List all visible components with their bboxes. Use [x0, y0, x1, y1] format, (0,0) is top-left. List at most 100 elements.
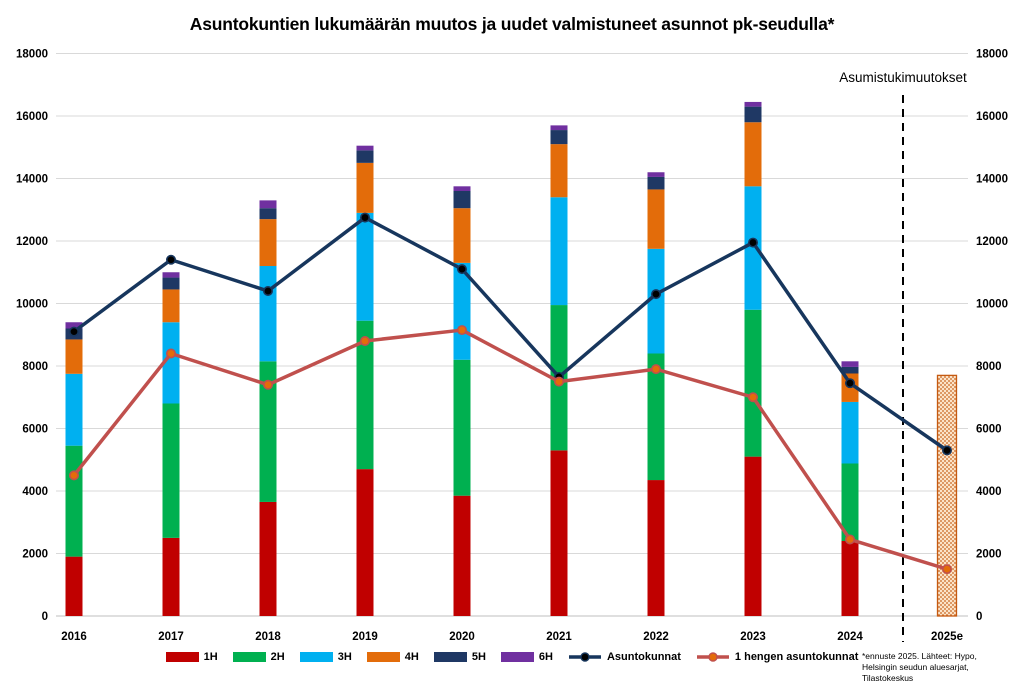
- bar-segment-2024-5H: [841, 366, 859, 374]
- bar-segment-2020-3H: [453, 262, 471, 360]
- marker-1-hengen-asuntokunnat-2017: [166, 348, 177, 359]
- legend-item-6h: 6H: [500, 651, 553, 663]
- bar-segment-2023-6H: [744, 101, 762, 107]
- bar-segment-2018-6H: [259, 200, 277, 209]
- line-asuntokunnat: [72, 215, 949, 453]
- bar-segment-2019-1H: [356, 469, 374, 616]
- bar-segment-2018-1H: [259, 501, 277, 616]
- annotation-asumistukimuutokset: Asumistukimuutokset: [839, 70, 967, 85]
- y-axis-label-left: 6000: [22, 424, 48, 436]
- bar-segment-2017-4H: [162, 289, 180, 323]
- footnote-line-2: Helsingin seudun aluesarjat, Tilastokesk…: [862, 662, 969, 682]
- bar-segment-2023-5H: [744, 106, 762, 123]
- marker-1-hengen-asuntokunnat-2025e: [941, 564, 952, 575]
- bar-segment-2020-4H: [453, 208, 471, 263]
- bar-segment-2023-2H: [744, 309, 762, 457]
- y-axis-label-right: 16000: [976, 111, 1008, 123]
- y-axis-label-right: 12000: [976, 236, 1008, 248]
- marker-1-hengen-asuntokunnat-2022: [650, 364, 661, 375]
- y-axis-label-right: 2000: [976, 549, 1002, 561]
- chart-title: Asuntokuntien lukumäärän muutos ja uudet…: [189, 14, 835, 34]
- marker-asuntokunnat-2018: [262, 285, 273, 296]
- x-axis-label-2017: 2017: [158, 631, 184, 643]
- x-axis-label-2025e: 2025e: [931, 631, 963, 643]
- x-axis-label-2021: 2021: [546, 631, 572, 643]
- line-1-hengen-asuntokunnat: [72, 328, 949, 571]
- bar-segment-2021-4H: [550, 144, 568, 198]
- legend-item-2h: 2H: [232, 651, 285, 663]
- bar-segment-2016-1H: [65, 556, 83, 616]
- bar-segment-2024-3H: [841, 401, 859, 464]
- x-axis-label-2024: 2024: [837, 631, 863, 643]
- marker-asuntokunnat-2016: [69, 326, 80, 337]
- bar-segment-2016-4H: [65, 339, 83, 374]
- footnote: *ennuste 2025. Lähteet: Hypo, Helsingin …: [862, 651, 1020, 682]
- legend-swatch-1h: [165, 652, 199, 662]
- bar-segment-2023-3H: [744, 186, 762, 310]
- bar-segment-2020-2H: [453, 359, 471, 496]
- bar-segment-2022-6H: [647, 172, 665, 177]
- bar-segment-2022-3H: [647, 248, 665, 354]
- y-axis-label-left: 4000: [22, 486, 48, 498]
- legend-label-asuntokunnat: Asuntokunnat: [606, 651, 681, 663]
- legend-item-asuntokunnat: Asuntokunnat: [568, 651, 681, 663]
- legend-label-4h: 4H: [404, 651, 419, 663]
- forecast-bar-2025e: [936, 374, 958, 617]
- bar-segment-2019-5H: [356, 150, 374, 163]
- bar-segment-2022-2H: [647, 353, 665, 481]
- chart-legend: 1H 2H 3H 4H 5H 6H Asuntokunnat 1 hengen asuntok…: [0, 651, 1024, 663]
- y-axis-label-right: 6000: [976, 424, 1002, 436]
- bar-segment-2020-5H: [453, 191, 471, 209]
- legend-item-4h: 4H: [366, 651, 419, 663]
- legend-swatch-6h: [500, 652, 534, 662]
- bar-segment-2020-1H: [453, 495, 471, 616]
- x-axis-label-2016: 2016: [61, 631, 87, 643]
- bar-segment-2018-5H: [259, 208, 277, 220]
- bar-segment-2017-6H: [162, 272, 180, 278]
- legend-item-5h: 5H: [433, 651, 486, 663]
- bar-segment-2017-1H: [162, 537, 180, 616]
- bar-segment-2017-2H: [162, 403, 180, 538]
- legend-label-6h: 6H: [538, 651, 553, 663]
- bar-segment-2022-4H: [647, 189, 665, 249]
- bar-segment-2018-3H: [259, 266, 277, 362]
- bar-segment-2021-1H: [550, 450, 568, 616]
- bar-segment-2024-6H: [841, 361, 859, 367]
- y-axis-label-right: 10000: [976, 299, 1008, 311]
- bar-segment-2018-2H: [259, 361, 277, 502]
- marker-1-hengen-asuntokunnat-2018: [262, 379, 273, 390]
- legend-label-1h: 1H: [203, 651, 218, 663]
- bar-segment-2022-1H: [647, 480, 665, 616]
- bar-segment-2017-3H: [162, 322, 180, 404]
- y-axis-label-left: 18000: [16, 49, 48, 61]
- legend-line-sample-asuntokunnat: [568, 652, 601, 662]
- y-axis-label-left: 10000: [16, 299, 48, 311]
- x-axis-label-2018: 2018: [255, 631, 281, 643]
- bar-segment-2016-3H: [65, 373, 83, 446]
- legend-label-3h: 3H: [337, 651, 352, 663]
- bar-segment-2020-6H: [453, 186, 471, 191]
- marker-asuntokunnat-2017: [166, 254, 177, 265]
- legend-line-sample-1-hengen-asuntokunnat: [696, 652, 729, 662]
- bar-segment-2021-6H: [550, 125, 568, 131]
- x-axis-label-2019: 2019: [352, 631, 378, 643]
- legend-swatch-4h: [366, 652, 400, 662]
- bar-segment-2024-2H: [841, 463, 859, 541]
- y-axis-label-left: 14000: [16, 174, 48, 186]
- legend-swatch-3h: [299, 652, 333, 662]
- bar-segment-2019-6H: [356, 145, 374, 151]
- legend-item-1h: 1H: [165, 651, 218, 663]
- marker-1-hengen-asuntokunnat-2023: [747, 392, 758, 403]
- legend-swatch-5h: [433, 652, 467, 662]
- y-axis-label-left: 8000: [22, 361, 48, 373]
- x-axis-label-2023: 2023: [740, 631, 766, 643]
- bar-segment-2019-2H: [356, 320, 374, 470]
- bar-segment-2023-1H: [744, 456, 762, 616]
- bar-segment-2021-3H: [550, 197, 568, 306]
- y-axis-label-left: 12000: [16, 236, 48, 248]
- marker-1-hengen-asuntokunnat-2020: [456, 325, 467, 336]
- bar-segment-2022-5H: [647, 176, 665, 190]
- legend-label-2h: 2H: [270, 651, 285, 663]
- bar-segment-2019-4H: [356, 162, 374, 213]
